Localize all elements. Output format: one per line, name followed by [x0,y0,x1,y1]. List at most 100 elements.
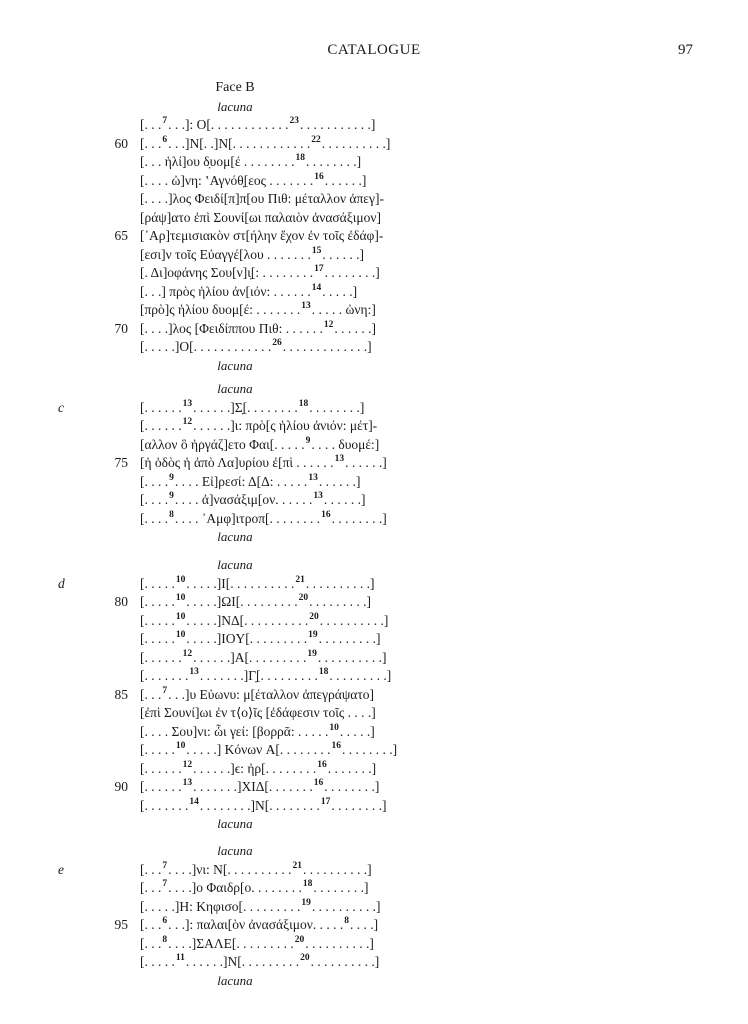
text-block: Face B lacuna [. . .7. . .]: O[. . . . . .… [0,79,748,375]
text-segment: [. . . . . . . [140,668,189,683]
text-line: [. . . . .11. . . . . .]N[. . . . . . . … [0,953,748,972]
text-line: d [. . . . .10. . . . .]I[. . . . . . . .… [0,575,748,594]
text-segment: . . . . . . . . . .] [311,898,381,914]
text-line: 90 [. . . . . .13. . . . . . .]XIΔ[. . . … [0,778,748,797]
text-segment: [. . . [140,880,162,895]
letter-count: 8 [169,509,174,520]
text-segment: . . .]N[. .]N[. . . . . . . . . . . . [168,135,311,151]
text-line: [. . . . ὠ]νη: ʽΑγνόθ̣[εος . . . . . . .… [0,172,748,191]
text-segment: [εσι]ν τοῖς Εὐαγγέ[λου . . . . . . . [140,246,311,262]
lacuna-label: lacuna [217,98,253,114]
text-segment: . . . . . . . .] [306,154,362,169]
text-segment: . . . . .] [322,283,358,299]
text-block: lacuna c [. . . . . .13. . . . . .]Σ̣[. . … [0,380,748,547]
letter-count: 9 [169,491,174,501]
page-number: 97 [678,42,693,58]
text-segment: [ἡ ὁδὸς ἡ ἀπὸ Λα]υρίου ἐ[πὶ . . . . . . [140,455,334,470]
text-segment: . . . . . . . . . . .] [300,117,376,132]
text-segment: [ράψ]ατο ἐπὶ Σουνί[ωι παλαιὸν ἀνασάξιμον… [140,209,381,225]
lacuna-label: lacuna [217,381,253,396]
line-text: [. . . . .10. . . . .]ΩI[. . . . . . . .… [140,593,371,614]
line-number: 85 [114,686,129,702]
text-segment: . . . . .]ΝΔ[. . . . . . . . . . [186,612,309,628]
letter-count: 10 [175,593,186,603]
text-segment: [. Δι]οφάνης Σου[ν]ι̣[: . . . . . . . . [140,265,314,280]
line-text: [. . . .9. . . . ἀ]νασάξιμ[ον. . . . . .… [140,491,365,512]
line-text: [. . .6. . .]: παλαι[ὸν ἀνασάξιμον. . . … [140,916,378,937]
text-segment: [. . . . Σου]νι: ὧι γεί: [βορρᾶ: . . . .… [140,723,329,739]
text-segment: [. . . ἡλί]ου δ̣υομ[έ . . . . . . . . [140,154,295,169]
text-line: [. . .8. . . .]ΣΑΛΕ[. . . . . . . . .20.… [0,935,748,954]
margin-letter: e [58,861,64,877]
letter-count: 9 [305,435,311,446]
letter-count: 20 [309,611,319,622]
text-line: [. . . . .]O[. . . . . . . . . . . .26. … [0,338,748,357]
text-segment: [. . . . . . . [140,797,189,813]
text-line: [ράψ]ατο ἐπὶ Σουνί[ωι παλαιὸν ἀνασάξιμον… [0,209,748,228]
text-segment: [. . . [140,935,162,951]
lacuna-label-row: lacuna [0,357,748,376]
letter-count: 19 [307,648,317,659]
text-segment: . . . .]νι: N[. . . . . . . . . . [168,861,292,877]
text-line: [. . .7. . .]: O[. . . . . . . . . . . .… [0,116,748,135]
text-segment: [. . .] πρὸς ἡλίου ἀν[ιόν: . . . . . . [140,283,311,299]
text-segment: . . . . . .] [334,320,376,336]
text-segment: . . . . . . . . .] [329,668,392,683]
letter-count: 10 [175,630,186,640]
text-segment: . . . . . .] [322,246,365,262]
letter-count: 16 [314,171,324,182]
text-block: lacuna d [. . . . .10. . . . .]I[. . . . .… [0,556,748,834]
letter-count: 17 [320,796,331,807]
line-text: [. . .7. . . .]ο Φαιδρ[ο. . . . . . . .1… [140,879,369,900]
lacuna-label-row: lacuna [0,815,748,834]
text-line: [. . . . . .12. . . . . .]ϵ: ἠρ[. . . . … [0,760,748,779]
text-segment: . . . . . .]ϵ: ἠρ[. . . . . . . . [193,760,317,776]
letter-count: 19 [308,630,318,640]
letter-count: 13 [313,491,323,501]
text-segment: [. . . . .]O[. . . . . . . . . . . . [140,339,272,354]
text-segment: [. . . [140,861,162,877]
lacuna-label-row: lacuna [0,528,748,547]
line-text: [. . . .8. . . . ᾿Αμφ]ιτροπ[. . . . . . … [140,510,387,531]
text-segment: [. . . . . . [140,418,182,433]
text-segment: [. . . [140,686,162,702]
text-segment: . . . . . .] [323,492,366,507]
text-segment: [. . . . . . [140,760,182,776]
text-segment: . . . . . . . .] [324,265,380,280]
text-segment: [. . . . . [140,594,175,609]
line-text: [πρὸ]ς ἡλίου δυομ[έ: . . . . . . .13. . … [140,301,376,322]
text-line: [. . . . Σου]νι: ὧι γεί: [βορρᾶ: . . . .… [0,723,748,742]
letter-count: 13 [182,778,193,788]
line-text: [. . . . .10. . . . .]IOY[. . . . . . . … [140,630,381,651]
lacuna-label: lacuna [217,843,253,858]
text-line: [. . . .8. . . . ᾿Αμφ]ιτροπ[. . . . . . … [0,510,748,529]
line-number: 60 [114,135,129,151]
letter-count: 19 [301,897,311,908]
letter-count: 12 [182,648,193,659]
text-segment: [᾿Αρ]τεμισιακὸν στ[ήλην ἔχον ἐν τοῖς ἐδά… [140,228,384,243]
letter-count: 6 [162,134,168,145]
letter-count: 18 [298,398,309,409]
text-line: e [. . .7. . . .]νι: N[. . . . . . . . . … [0,861,748,880]
text-segment: . . . . . . . .] [331,797,387,813]
letter-count: 26 [272,338,282,348]
letter-count: 21 [292,860,302,871]
line-text: [. . . .]λος [Φειδίππου Πιθ: . . . . . .… [140,320,376,341]
text-segment: . . . . . . . . . .] [321,135,391,151]
line-text: [. . . . .11. . . . . .]N[. . . . . . . … [140,953,379,974]
text-segment: . . . . . . .] [327,760,377,776]
text-segment: [. . . .]λος [Φειδίππου Πιθ: . . . . . . [140,320,323,336]
text-segment: [. . . . [140,492,169,507]
text-segment: [. . . [140,135,162,151]
letter-count: 18 [302,879,313,889]
letter-count: 8 [162,934,168,945]
text-segment: . . . . . .]N[. . . . . . . . . [185,954,300,969]
letter-count: 10 [329,722,339,733]
letter-count: 13 [334,454,345,464]
letter-count: 12 [323,319,334,330]
letter-count: 13 [301,301,311,311]
text-segment: . . . .] [349,917,379,932]
line-text: [. . .] πρὸς ἡλίου ἀν[ιόν: . . . . . .14… [140,283,357,304]
text-segment: [. . . . . [140,631,175,646]
text-line: [. . . . . . .13. . . . . . .]Γ̣[. . . .… [0,667,748,686]
